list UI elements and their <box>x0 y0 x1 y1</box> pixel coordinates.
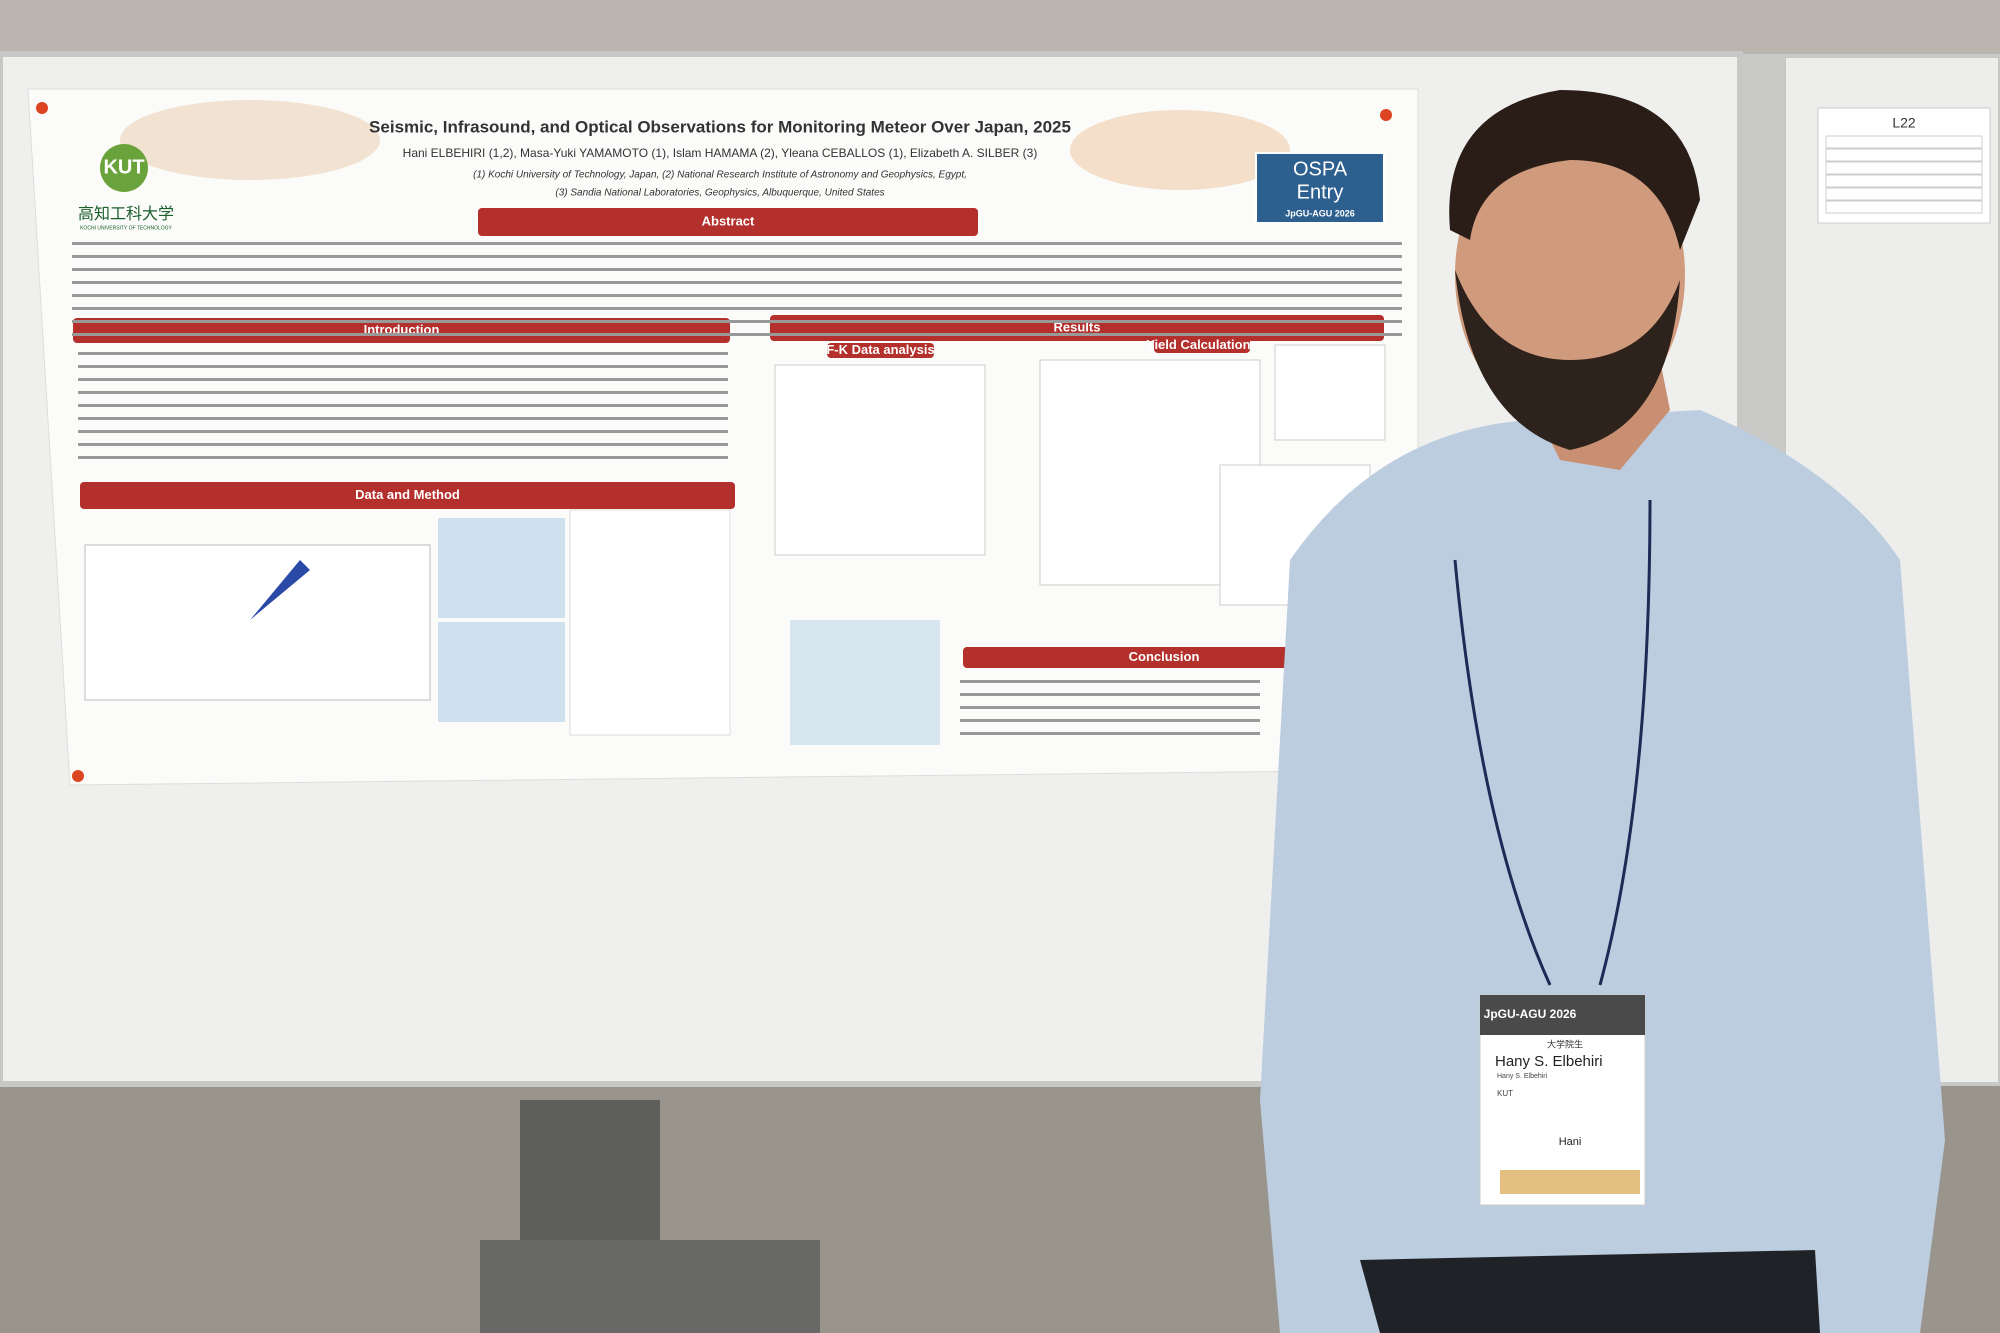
shirt <box>1260 410 1945 1333</box>
poster-authors: Hani ELBEHIRI (1,2), Masa-Yuki YAMAMOTO … <box>403 146 1038 160</box>
poster-affiliation: (1) Kochi University of Technology, Japa… <box>473 170 967 181</box>
badge-role: 大学院生 <box>1547 1038 1583 1049</box>
text-line <box>72 268 1402 271</box>
section-header <box>1154 338 1250 353</box>
figure-map <box>790 620 940 745</box>
section-title: Results <box>1054 319 1101 334</box>
meteor-image <box>120 100 380 180</box>
poster-affiliation: (3) Sandia National Laboratories, Geophy… <box>555 188 884 199</box>
figure-map <box>438 518 565 618</box>
figure-plot <box>1274 344 1386 441</box>
section-title: F-K Data analysis <box>826 342 934 357</box>
text-line <box>78 352 728 355</box>
ospa-badge <box>1255 152 1385 224</box>
badge-header <box>1480 995 1645 1035</box>
logo-name: 高知工科大学 <box>78 205 174 223</box>
text-line <box>78 417 728 420</box>
sign-row <box>1825 187 1983 201</box>
badge-name-small: Hany S. Elbehiri <box>1497 1073 1548 1080</box>
sign-label: L22 <box>1892 115 1916 131</box>
figure-plot <box>569 509 731 736</box>
sign-row <box>1825 135 1983 149</box>
text-line <box>78 456 728 459</box>
section-title: Data and Method <box>355 487 460 502</box>
sign-table <box>1825 135 1983 214</box>
logo-mark-text: KUT <box>103 156 144 178</box>
sign-row <box>1825 161 1983 175</box>
lanyard <box>1453 499 1652 986</box>
text-line <box>78 378 728 381</box>
section-header <box>827 343 934 358</box>
pin <box>36 102 48 114</box>
figure-art <box>250 560 310 620</box>
figure-plot <box>774 364 986 556</box>
badge-event: JpGU-AGU 2026 <box>1484 1007 1577 1021</box>
section-header <box>963 647 1365 668</box>
text-line <box>960 706 1260 709</box>
floor-grate <box>520 1100 660 1240</box>
text-line <box>72 281 1402 284</box>
section-header <box>80 482 735 509</box>
sign-row <box>1825 174 1983 188</box>
figure-map <box>438 622 565 722</box>
section-title: Abstract <box>702 213 755 228</box>
pin <box>72 770 84 782</box>
ospa-line: Entry <box>1297 181 1344 203</box>
text-line <box>78 443 728 446</box>
logo-mark <box>100 144 148 192</box>
section-header <box>73 318 730 343</box>
text-line <box>960 693 1260 696</box>
badge-strip <box>1500 1170 1640 1194</box>
beard <box>1455 270 1680 450</box>
text-line <box>72 242 1402 245</box>
section-header <box>478 208 978 236</box>
badge-name: Hany S. Elbehiri <box>1495 1053 1603 1070</box>
ospa-line: OSPA <box>1293 158 1348 180</box>
text-line <box>72 320 1402 323</box>
ospa-event: JpGU-AGU 2026 <box>1285 208 1355 218</box>
meteor-image <box>1070 110 1290 190</box>
text-line <box>72 333 1402 336</box>
logo-subtitle: KOCHI UNIVERSITY OF TECHNOLOGY <box>80 225 172 231</box>
section-title: Conclusion <box>1129 649 1200 664</box>
text-line <box>78 430 728 433</box>
text-line <box>72 255 1402 258</box>
floor-grate <box>480 1240 820 1333</box>
trousers <box>1360 1250 1820 1333</box>
sign <box>1817 107 1991 224</box>
person <box>1260 90 1945 1333</box>
sign-row <box>1825 148 1983 162</box>
poster-title: Seismic, Infrasound, and Optical Observa… <box>369 117 1071 136</box>
body-text <box>72 242 1402 735</box>
figure <box>84 544 431 701</box>
text-line <box>78 365 728 368</box>
badge-nickname: Hani <box>1559 1136 1582 1148</box>
section-title: Yield Calculations <box>1146 337 1258 352</box>
text-line <box>72 294 1402 297</box>
text-line <box>960 732 1260 735</box>
sign-row <box>1825 200 1983 214</box>
hair <box>1449 90 1700 250</box>
text-line <box>72 307 1402 310</box>
text-line <box>960 719 1260 722</box>
badge-affiliation: KUT <box>1497 1089 1513 1098</box>
text-line <box>78 404 728 407</box>
text-line <box>960 680 1260 683</box>
text-line <box>78 391 728 394</box>
pin <box>1380 109 1392 121</box>
